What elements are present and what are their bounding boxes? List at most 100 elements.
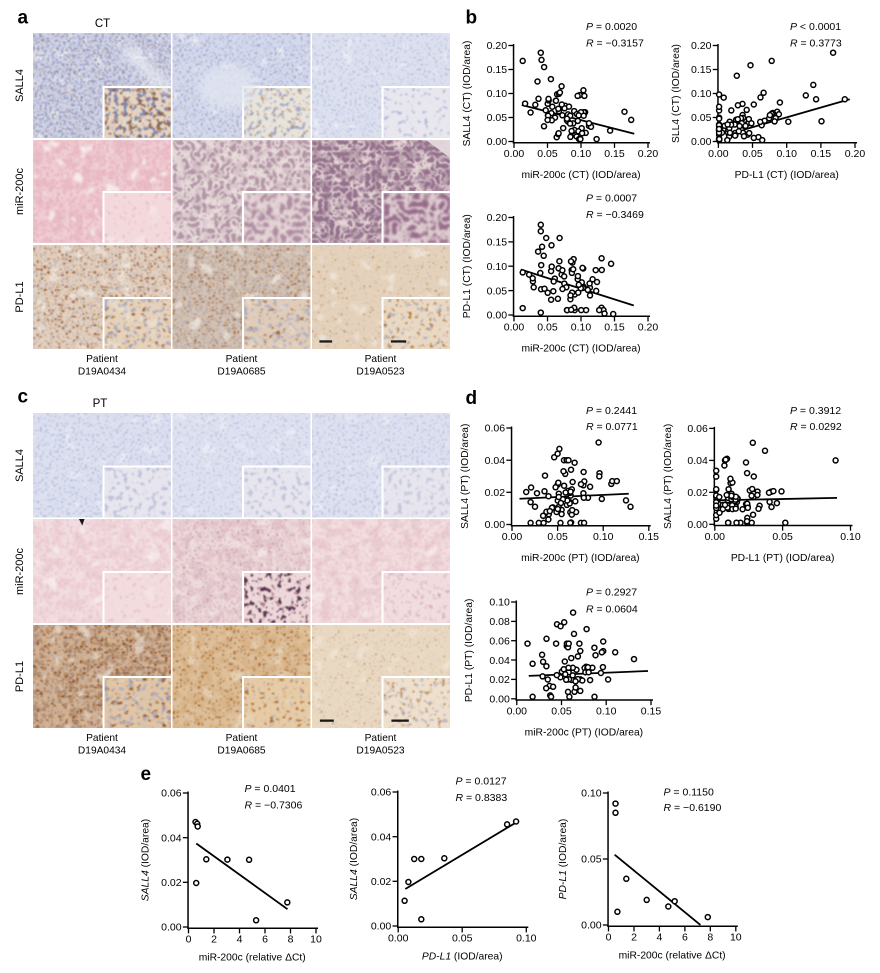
svg-text:0.00: 0.00 bbox=[507, 705, 528, 717]
svg-text:0.00: 0.00 bbox=[485, 519, 506, 531]
svg-text:P = 0.0127: P = 0.0127 bbox=[456, 776, 507, 788]
svg-text:R = 0.0771: R = 0.0771 bbox=[586, 421, 638, 433]
svg-text:miR-200c (PT) (IOD/area): miR-200c (PT) (IOD/area) bbox=[525, 727, 643, 738]
svg-text:0.10: 0.10 bbox=[571, 148, 592, 160]
svg-text:0.15: 0.15 bbox=[487, 64, 508, 76]
svg-text:R = −0.7306: R = −0.7306 bbox=[245, 800, 303, 812]
svg-text:D19A0685: D19A0685 bbox=[217, 367, 265, 378]
svg-text:0.05: 0.05 bbox=[742, 148, 763, 160]
svg-text:0.02: 0.02 bbox=[371, 876, 392, 888]
svg-text:P = 0.0020: P = 0.0020 bbox=[586, 21, 637, 33]
svg-text:0.00: 0.00 bbox=[502, 531, 523, 543]
svg-text:R = 0.0604: R = 0.0604 bbox=[586, 604, 638, 616]
svg-text:SALL4 (IOD/area): SALL4 (IOD/area) bbox=[141, 819, 152, 901]
svg-text:miR-200c (PT) (IOD/area): miR-200c (PT) (IOD/area) bbox=[521, 553, 639, 564]
svg-text:0: 0 bbox=[186, 934, 192, 946]
svg-text:SALL4: SALL4 bbox=[14, 69, 26, 102]
svg-text:0.05: 0.05 bbox=[537, 322, 558, 334]
svg-text:0.00: 0.00 bbox=[504, 322, 525, 334]
svg-text:0.15: 0.15 bbox=[604, 322, 625, 334]
svg-text:0.04: 0.04 bbox=[489, 655, 510, 667]
svg-text:6: 6 bbox=[682, 932, 688, 944]
svg-text:0.15: 0.15 bbox=[691, 64, 712, 76]
svg-text:0.15: 0.15 bbox=[811, 148, 832, 160]
svg-text:0.10: 0.10 bbox=[487, 88, 508, 100]
svg-text:0.10: 0.10 bbox=[487, 261, 508, 273]
svg-text:0.10: 0.10 bbox=[581, 788, 602, 800]
svg-text:0: 0 bbox=[606, 932, 612, 944]
svg-text:0.06: 0.06 bbox=[485, 423, 506, 435]
svg-text:PT: PT bbox=[93, 398, 108, 410]
svg-text:0.02: 0.02 bbox=[161, 877, 182, 889]
svg-text:SALL4 (PT) (IOD/area): SALL4 (PT) (IOD/area) bbox=[460, 424, 471, 529]
svg-text:0.20: 0.20 bbox=[487, 40, 508, 52]
svg-text:PD-L1: PD-L1 bbox=[14, 661, 26, 692]
svg-text:8: 8 bbox=[288, 934, 294, 946]
svg-text:PD-L1 (IOD/area): PD-L1 (IOD/area) bbox=[558, 819, 569, 900]
svg-text:0.15: 0.15 bbox=[487, 237, 508, 249]
svg-text:0.10: 0.10 bbox=[571, 322, 592, 334]
svg-text:0.06: 0.06 bbox=[489, 635, 510, 647]
svg-text:R = −0.3157: R = −0.3157 bbox=[586, 38, 644, 50]
svg-text:c: c bbox=[18, 387, 29, 408]
svg-text:0.15: 0.15 bbox=[639, 531, 660, 543]
svg-text:P = 0.0007: P = 0.0007 bbox=[586, 192, 637, 204]
svg-text:0.00: 0.00 bbox=[708, 148, 729, 160]
svg-text:D19A0434: D19A0434 bbox=[78, 746, 126, 757]
svg-text:0.08: 0.08 bbox=[489, 616, 510, 628]
svg-text:10: 10 bbox=[310, 934, 322, 946]
svg-text:0.04: 0.04 bbox=[161, 832, 182, 844]
svg-text:e: e bbox=[141, 764, 152, 785]
svg-text:CT: CT bbox=[95, 18, 110, 30]
svg-text:0.02: 0.02 bbox=[485, 487, 506, 499]
svg-text:0.00: 0.00 bbox=[161, 922, 182, 934]
svg-text:0.00: 0.00 bbox=[687, 519, 708, 531]
svg-text:R = 0.8383: R = 0.8383 bbox=[456, 792, 508, 804]
svg-text:miR-200c: miR-200c bbox=[14, 167, 26, 215]
svg-text:0.00: 0.00 bbox=[504, 148, 525, 160]
svg-text:0.00: 0.00 bbox=[705, 531, 726, 543]
svg-text:0.10: 0.10 bbox=[593, 531, 614, 543]
svg-text:b: b bbox=[466, 7, 478, 28]
svg-text:0.05: 0.05 bbox=[772, 531, 793, 543]
svg-text:miR-200c (relative ΔCt): miR-200c (relative ΔCt) bbox=[619, 951, 726, 962]
svg-text:PD-L1 (CT) (IOD/area): PD-L1 (CT) (IOD/area) bbox=[735, 170, 839, 181]
svg-text:SALL4 (PT) (IOD/area): SALL4 (PT) (IOD/area) bbox=[663, 424, 674, 529]
svg-text:0.00: 0.00 bbox=[581, 920, 602, 932]
svg-text:0.02: 0.02 bbox=[489, 674, 510, 686]
svg-text:Patient: Patient bbox=[365, 354, 397, 365]
svg-text:0.05: 0.05 bbox=[691, 112, 712, 124]
svg-text:R = −0.6190: R = −0.6190 bbox=[664, 802, 722, 814]
svg-text:4: 4 bbox=[656, 932, 662, 944]
svg-text:0.20: 0.20 bbox=[638, 322, 659, 334]
svg-text:0.06: 0.06 bbox=[687, 423, 708, 435]
svg-text:6: 6 bbox=[262, 934, 268, 946]
svg-text:SALL4 (IOD/area): SALL4 (IOD/area) bbox=[349, 818, 360, 900]
svg-text:0.05: 0.05 bbox=[537, 148, 558, 160]
svg-text:PD-L1 (CT) (IOD/area): PD-L1 (CT) (IOD/area) bbox=[462, 214, 473, 318]
svg-text:0.10: 0.10 bbox=[516, 933, 537, 945]
svg-text:R = 0.3773: R = 0.3773 bbox=[790, 38, 842, 50]
svg-text:0.00: 0.00 bbox=[487, 136, 508, 148]
svg-text:Patient: Patient bbox=[86, 733, 118, 744]
svg-text:0.00: 0.00 bbox=[489, 694, 510, 706]
svg-text:0.15: 0.15 bbox=[641, 705, 662, 717]
svg-text:0.10: 0.10 bbox=[840, 531, 861, 543]
svg-text:D19A0523: D19A0523 bbox=[356, 367, 404, 378]
svg-text:miR-200c (CT) (IOD/area): miR-200c (CT) (IOD/area) bbox=[522, 344, 641, 355]
svg-text:P = 0.2441: P = 0.2441 bbox=[586, 405, 637, 417]
svg-text:miR-200c: miR-200c bbox=[14, 547, 26, 595]
svg-text:P < 0.0001: P < 0.0001 bbox=[790, 21, 841, 33]
svg-text:P = 0.2927: P = 0.2927 bbox=[586, 587, 637, 599]
svg-text:Patient: Patient bbox=[365, 733, 397, 744]
svg-text:0.00: 0.00 bbox=[691, 136, 712, 148]
svg-text:SLL4 (CT) (IOD/area): SLL4 (CT) (IOD/area) bbox=[671, 44, 682, 143]
svg-text:0.05: 0.05 bbox=[487, 112, 508, 124]
svg-text:SALL4 (CT) (IOD/area): SALL4 (CT) (IOD/area) bbox=[462, 41, 473, 147]
svg-text:0.10: 0.10 bbox=[691, 88, 712, 100]
svg-text:0.04: 0.04 bbox=[687, 455, 708, 467]
svg-text:miR-200c (CT) (IOD/area): miR-200c (CT) (IOD/area) bbox=[522, 170, 641, 181]
svg-text:0.10: 0.10 bbox=[489, 597, 510, 609]
svg-text:4: 4 bbox=[237, 934, 243, 946]
svg-text:miR-200c (relative ΔCt): miR-200c (relative ΔCt) bbox=[199, 953, 306, 964]
